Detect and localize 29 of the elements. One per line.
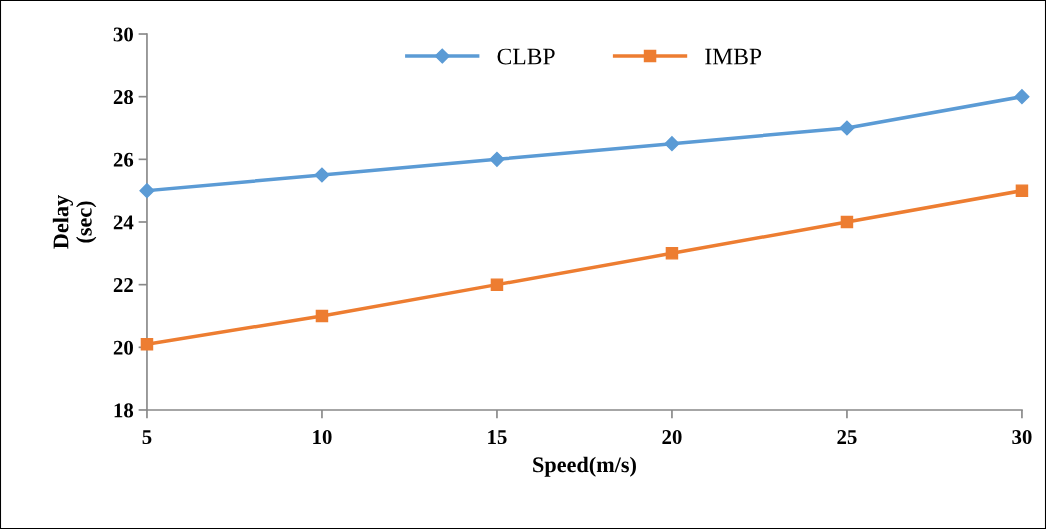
x-tick-label: 20 xyxy=(662,430,682,445)
point xyxy=(1014,89,1030,105)
point xyxy=(840,215,854,229)
y-axis-title: Delay (sec) xyxy=(52,195,97,249)
y-tick-label: 18 xyxy=(114,403,134,418)
y-tick-label: 26 xyxy=(113,152,134,167)
point xyxy=(839,120,855,136)
legend-label: CLBP xyxy=(497,48,555,65)
point xyxy=(140,337,154,351)
point xyxy=(665,247,679,260)
point xyxy=(139,183,155,199)
x-tick-label: 15 xyxy=(488,430,507,445)
point xyxy=(664,136,680,152)
x-tick-label: 25 xyxy=(837,430,857,445)
point xyxy=(1015,184,1029,197)
x-tick-label: 30 xyxy=(1012,430,1032,445)
point xyxy=(489,151,505,167)
y-tick-label: 22 xyxy=(113,278,133,292)
point xyxy=(314,167,330,183)
x-tick-label: 10 xyxy=(313,430,332,445)
legend-label: IMBP xyxy=(705,48,762,65)
y-tick-label: 20 xyxy=(113,340,133,355)
y-tick-label: 24 xyxy=(113,215,134,230)
y-tick-label: 30 xyxy=(113,27,133,42)
x-axis-title: Speed(m/s) xyxy=(533,456,636,477)
point xyxy=(315,309,329,323)
y-tick-label: 28 xyxy=(113,90,134,105)
x-tick-label: 5 xyxy=(142,430,152,445)
point xyxy=(490,278,504,291)
